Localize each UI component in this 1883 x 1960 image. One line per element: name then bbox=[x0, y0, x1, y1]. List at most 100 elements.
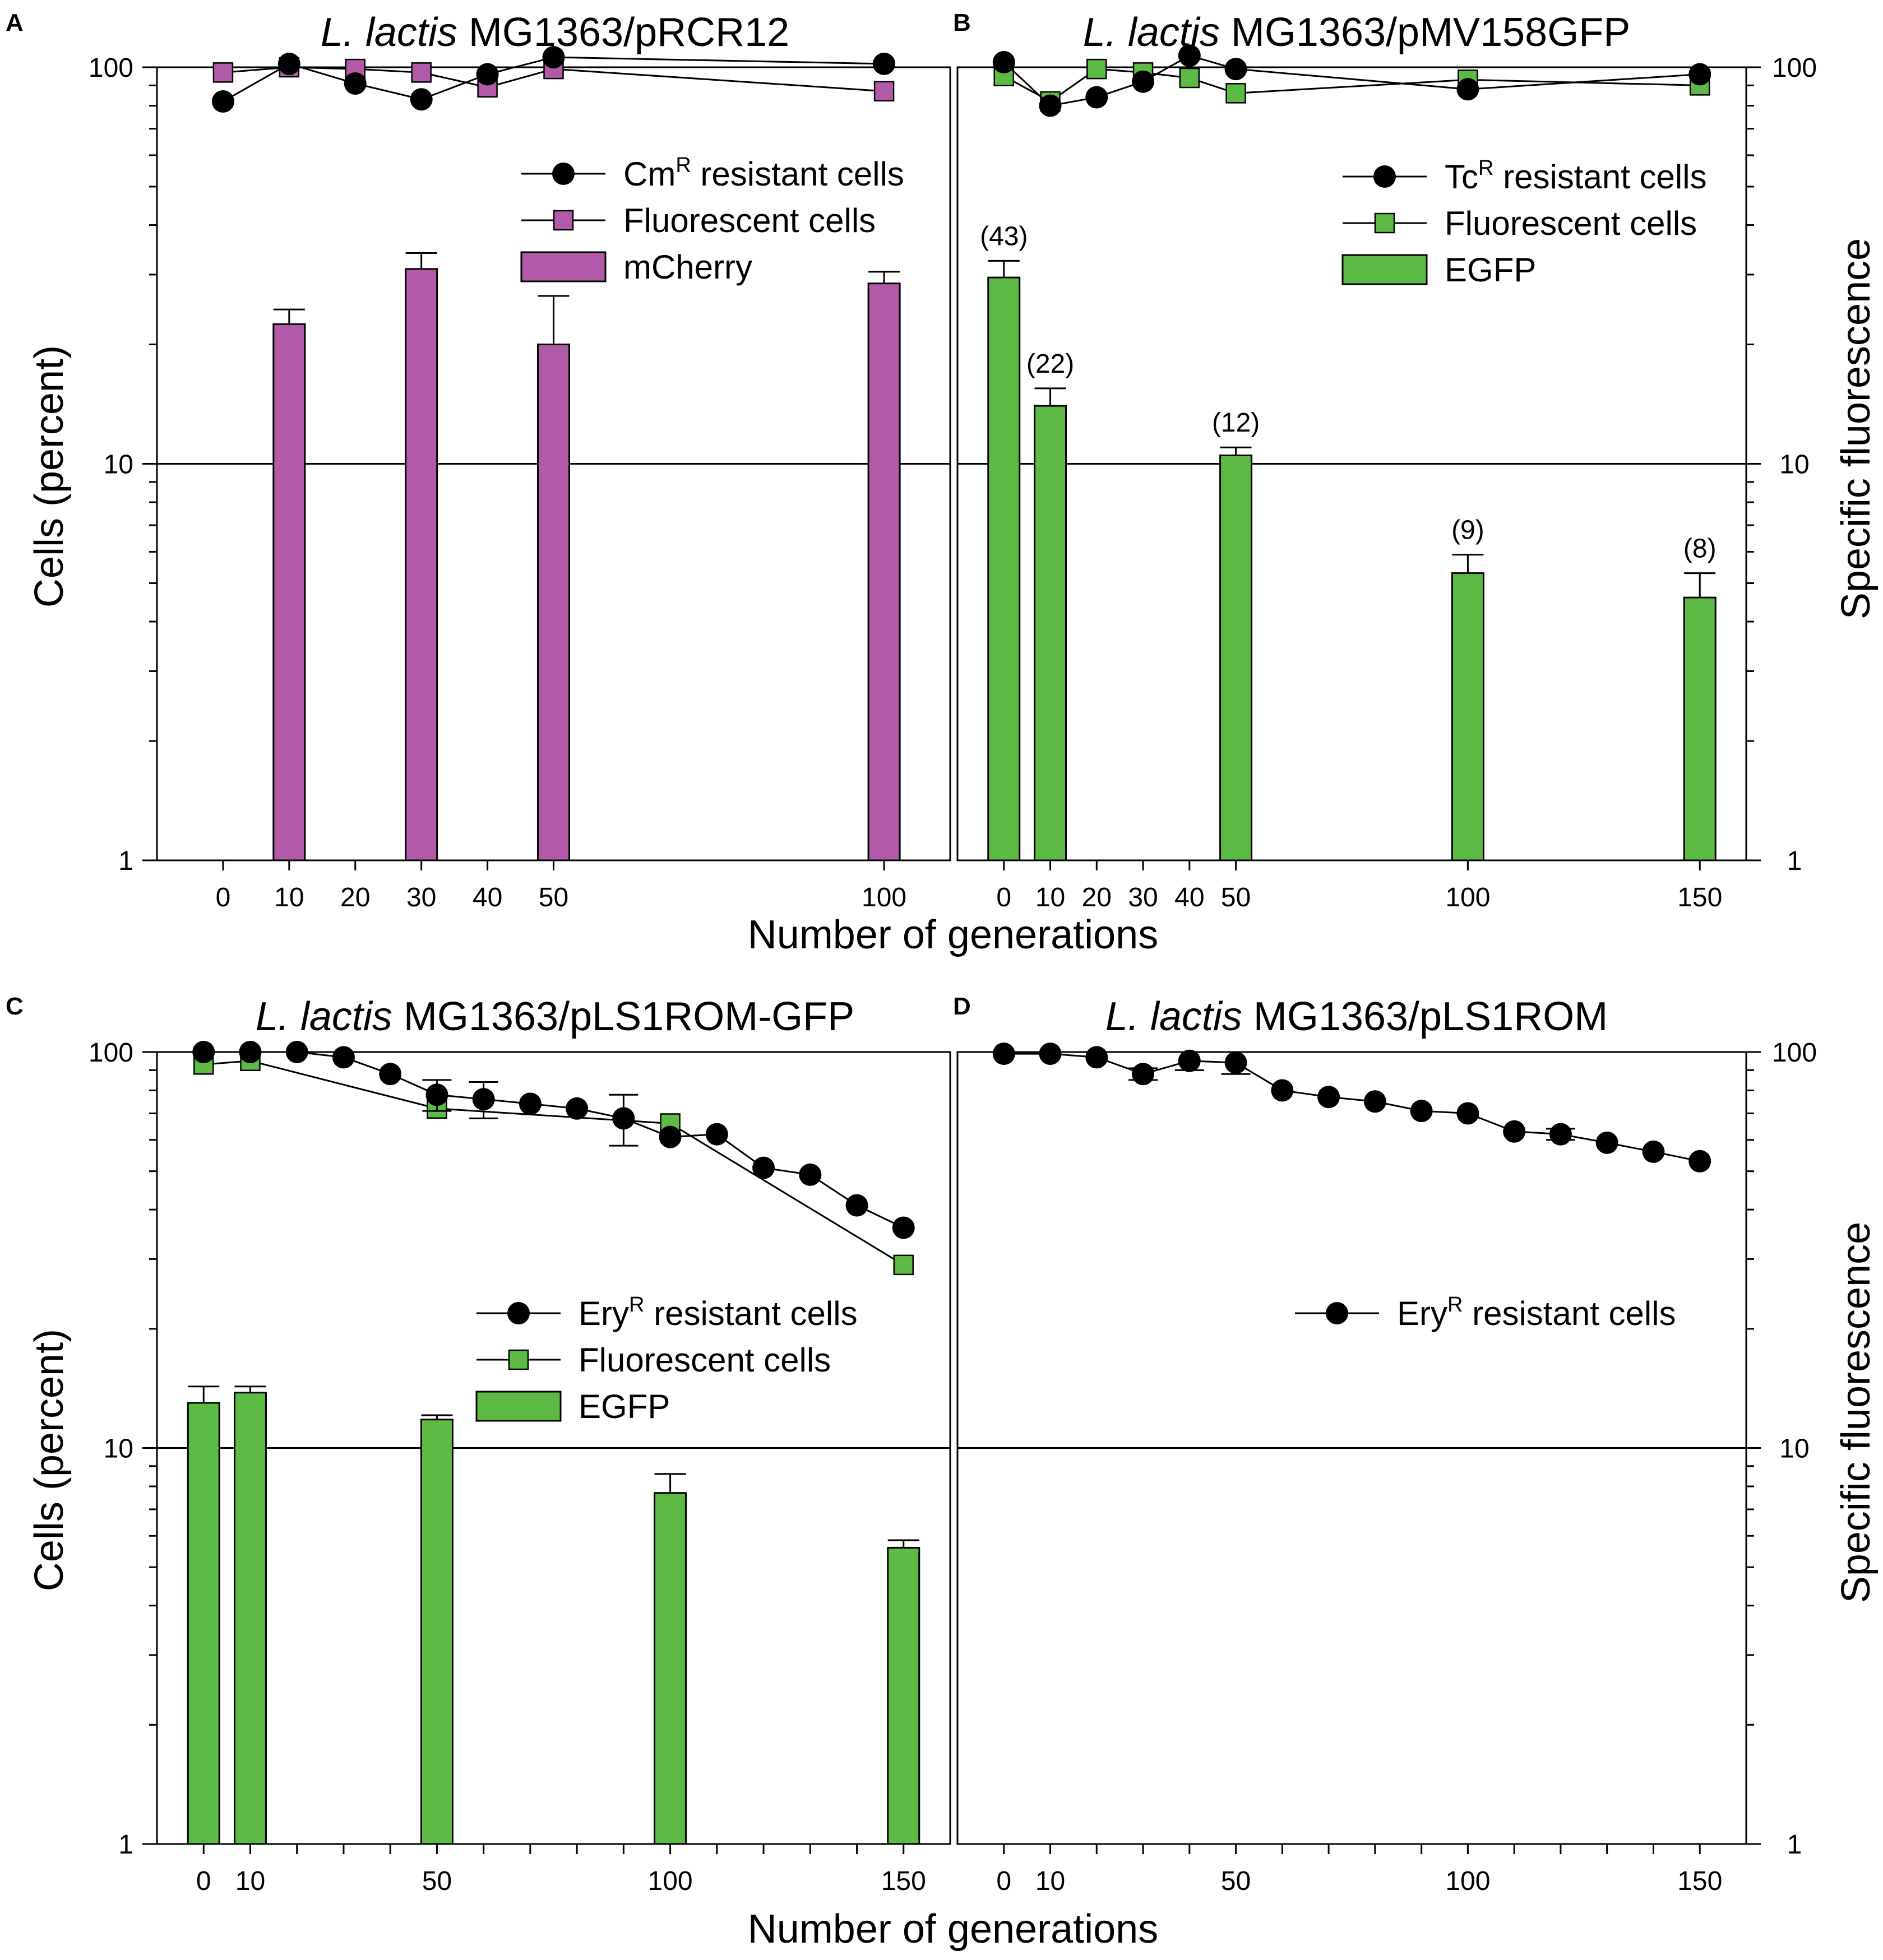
x-tick-label: 40 bbox=[1174, 883, 1204, 912]
x-tick-label: 150 bbox=[1677, 883, 1722, 912]
legend-label-rest: resistant cells bbox=[1463, 1295, 1676, 1332]
y-tick-label: 1 bbox=[1787, 846, 1802, 876]
legend-label-text: EGFP bbox=[1445, 251, 1536, 289]
chart-title: L. lactis MG1363/pMV158GFP bbox=[1083, 10, 1630, 55]
data-point-circle bbox=[1456, 1102, 1479, 1125]
chart-title: L. lactis MG1363/pLS1ROM bbox=[1105, 994, 1608, 1039]
data-point-circle bbox=[192, 1041, 215, 1063]
legend-bar-swatch bbox=[520, 251, 607, 282]
x-tick-label: 30 bbox=[1128, 883, 1158, 912]
legend-label: EGFP bbox=[579, 1388, 670, 1425]
x-tick-label: 0 bbox=[996, 1866, 1011, 1896]
title-rest: MG1363/pLS1ROM-GFP bbox=[392, 994, 854, 1039]
title-italic: L. lactis bbox=[1083, 10, 1220, 55]
x-tick-label: 10 bbox=[1035, 883, 1065, 912]
bar bbox=[187, 1402, 220, 1845]
data-point-square bbox=[1225, 83, 1246, 104]
data-point-circle bbox=[1363, 1090, 1386, 1113]
data-point-circle bbox=[1549, 1123, 1572, 1146]
chart-title: L. lactis MG1363/pRCR12 bbox=[321, 10, 789, 55]
x-tick-label: 50 bbox=[1221, 883, 1251, 912]
legend-label-text: Fluorescent cells bbox=[623, 202, 876, 239]
y-tick-label: 100 bbox=[1772, 53, 1817, 83]
legend-circle-marker bbox=[552, 163, 575, 185]
x-tick-label: 10 bbox=[235, 1866, 265, 1896]
data-point-circle bbox=[566, 1097, 589, 1120]
bar-count-label: (8) bbox=[1683, 534, 1717, 564]
legend-label: Fluorescent cells bbox=[1445, 205, 1697, 242]
x-tick-label: 10 bbox=[274, 883, 304, 912]
y-tick-label: 10 bbox=[1779, 450, 1809, 480]
bar bbox=[867, 282, 901, 861]
data-point-circle bbox=[1410, 1100, 1433, 1123]
bar bbox=[420, 1419, 454, 1845]
data-point-circle bbox=[1503, 1120, 1526, 1143]
x-tick-label: 20 bbox=[1082, 883, 1112, 912]
legend-label: EGFP bbox=[1445, 251, 1536, 289]
legend-label: EryR resistant cells bbox=[579, 1293, 858, 1332]
data-point-circle bbox=[1688, 63, 1711, 86]
data-point-circle bbox=[239, 1041, 262, 1063]
data-point-circle bbox=[1085, 1046, 1108, 1069]
legend-label-rest: resistant cells bbox=[691, 155, 904, 193]
data-point-circle bbox=[1224, 1051, 1247, 1074]
data-point-circle bbox=[277, 52, 300, 75]
bar bbox=[987, 276, 1021, 861]
panel-letter: A bbox=[6, 9, 24, 36]
data-point-circle bbox=[344, 72, 367, 95]
ylabel-right-top: Specific fluorescence bbox=[1834, 238, 1879, 619]
title-rest: MG1363/pLS1ROM bbox=[1242, 994, 1608, 1039]
data-point-circle bbox=[519, 1092, 542, 1115]
bar bbox=[654, 1492, 687, 1845]
bar bbox=[1683, 596, 1717, 861]
legend-label-text: Fluorescent cells bbox=[579, 1341, 831, 1379]
data-point-circle bbox=[845, 1194, 868, 1217]
data-point-circle bbox=[1132, 1063, 1155, 1086]
data-point-square bbox=[1086, 58, 1107, 80]
bar-count-label: (9) bbox=[1451, 516, 1484, 545]
bar bbox=[1451, 572, 1484, 861]
legend-circle-marker bbox=[1326, 1302, 1348, 1324]
y-tick-label: 10 bbox=[1779, 1434, 1809, 1464]
x-tick-label: 100 bbox=[1445, 1866, 1490, 1896]
legend-label: Fluorescent cells bbox=[579, 1341, 831, 1379]
data-point-circle bbox=[705, 1123, 728, 1146]
data-point-square bbox=[1179, 67, 1200, 89]
data-point-circle bbox=[1224, 58, 1247, 81]
ylabel-left-bottom: Cells (percent) bbox=[27, 1329, 72, 1591]
data-point-circle bbox=[1039, 1042, 1062, 1065]
bar bbox=[233, 1392, 267, 1845]
legend-label-sup: R bbox=[1447, 1293, 1463, 1317]
x-tick-label: 100 bbox=[648, 1866, 693, 1896]
data-point-circle bbox=[332, 1046, 355, 1069]
series-line bbox=[1003, 68, 1700, 103]
data-point-square bbox=[411, 62, 432, 83]
title-italic: L. lactis bbox=[321, 10, 457, 55]
data-point-circle bbox=[410, 88, 433, 111]
legend-square-marker bbox=[553, 210, 574, 231]
data-point-circle bbox=[799, 1163, 822, 1186]
y-tick-label: 100 bbox=[1772, 1038, 1817, 1068]
bar-count-label: (12) bbox=[1212, 408, 1260, 438]
bar bbox=[537, 344, 570, 861]
series-line bbox=[1003, 1053, 1700, 1162]
legend-label: mCherry bbox=[623, 248, 752, 286]
data-point-circle bbox=[659, 1125, 682, 1148]
y-tick-label: 10 bbox=[104, 450, 133, 480]
x-tick-label: 30 bbox=[406, 883, 436, 912]
x-tick-label: 150 bbox=[881, 1866, 926, 1896]
x-tick-label: 0 bbox=[196, 1866, 211, 1896]
panel-b: B L. lactis MG1363/pMV158GFP 1 10 100 0 10 20 30… bbox=[953, 9, 1817, 912]
data-point-circle bbox=[1642, 1140, 1665, 1163]
x-tick-label: 0 bbox=[996, 883, 1011, 912]
legend-label-text: EGFP bbox=[579, 1388, 670, 1425]
y-tick-label: 1 bbox=[118, 846, 133, 876]
x-tick-label: 50 bbox=[1221, 1866, 1251, 1896]
y-tick-label: 1 bbox=[118, 1830, 133, 1860]
ylabel-right-bottom: Specific fluorescence bbox=[1834, 1222, 1879, 1603]
series-line bbox=[1003, 54, 1700, 107]
bar-count-label: (22) bbox=[1026, 349, 1074, 379]
data-point-circle bbox=[992, 1042, 1015, 1065]
data-point-circle bbox=[1688, 1150, 1711, 1173]
x-tick-label: 0 bbox=[216, 883, 231, 912]
